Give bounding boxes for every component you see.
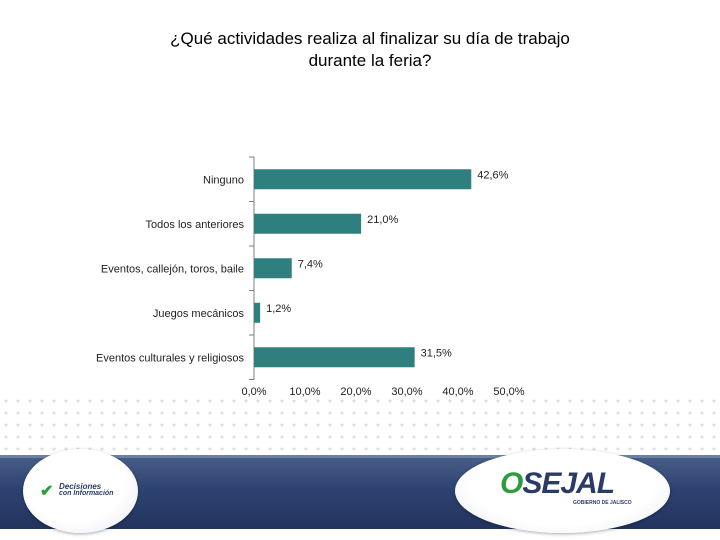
x-tick-label: 10,0% [289,386,320,398]
sejal-logo-text: SEJAL [522,467,615,500]
chart-title-line-1: ¿Qué actividades realiza al finalizar su… [170,29,570,48]
chart-title: ¿Qué actividades realiza al finalizar su… [80,28,660,72]
bar [254,258,292,279]
x-tick-label: 50,0% [493,386,524,398]
decisiones-logo: ✔ Decisiones con Información [23,449,138,533]
category-label: Ninguno [203,174,244,186]
category-label: Eventos, callejón, toros, baile [101,263,244,275]
x-tick-label: 20,0% [340,386,371,398]
bar [254,213,362,234]
bar [254,169,472,190]
sejal-logo-tagline: GOBIERNO DE JALISCO [573,500,632,506]
sejal-logo: OSEJAL GOBIERNO DE JALISCO [455,449,670,533]
data-label: 1,2% [266,303,291,315]
data-label: 31,5% [421,347,452,359]
x-tick-label: 0,0% [241,386,266,398]
check-swoosh-icon: ✔ [40,483,54,500]
bar [254,347,415,368]
category-label: Todos los anteriores [146,219,245,231]
data-label: 42,6% [477,169,508,181]
bar [254,302,261,323]
category-label: Juegos mecánicos [153,308,245,320]
data-label: 21,0% [367,214,398,226]
sejal-logo-o: O [500,467,523,500]
data-label: 7,4% [298,258,323,270]
footer: ✔ Decisiones con Información OSEJAL GOBI… [0,447,720,540]
sejal-logo-wordmark: OSEJAL [500,467,615,501]
category-label: Eventos culturales y religiosos [96,352,244,364]
x-tick-label: 40,0% [442,386,473,398]
decisiones-logo-line-1: Decisiones [59,482,102,491]
chart-title-line-2: durante la feria? [308,51,432,70]
x-tick-label: 30,0% [391,386,422,398]
decisiones-logo-line-2: con Información [59,490,114,497]
